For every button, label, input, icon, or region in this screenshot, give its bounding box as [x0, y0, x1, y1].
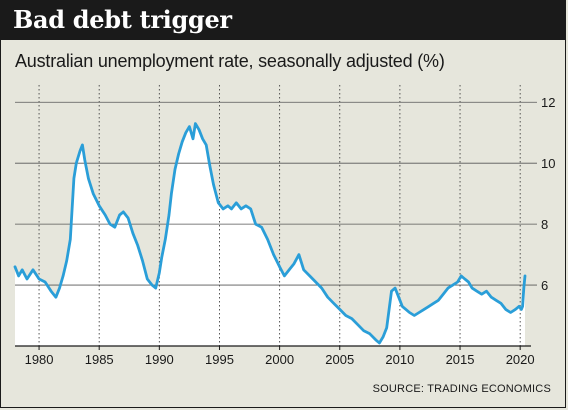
x-tick-label: 1980 — [25, 352, 54, 367]
x-tick-label: 2015 — [446, 352, 475, 367]
series-line — [13, 122, 527, 345]
area-fill — [15, 123, 525, 346]
chart-title: Bad debt trigger — [13, 5, 232, 34]
x-tick-label: 2005 — [325, 352, 354, 367]
chart-subtitle: Australian unemployment rate, seasonally… — [15, 51, 445, 71]
x-tick-label: 2010 — [385, 352, 414, 367]
x-tick-label: 2000 — [265, 352, 294, 367]
x-tick-label: 2020 — [506, 352, 535, 367]
y-tick-label: 10 — [541, 156, 555, 171]
x-tick-label: 1990 — [145, 352, 174, 367]
title-bar: Bad debt trigger — [1, 1, 565, 40]
y-tick-label: 8 — [541, 217, 548, 232]
y-tick-label: 12 — [541, 95, 555, 110]
source-note: SOURCE: TRADING ECONOMICS — [372, 383, 551, 395]
x-tick-label: 1985 — [85, 352, 114, 367]
y-tick-label: 6 — [541, 278, 548, 293]
x-tick-label: 1995 — [205, 352, 234, 367]
